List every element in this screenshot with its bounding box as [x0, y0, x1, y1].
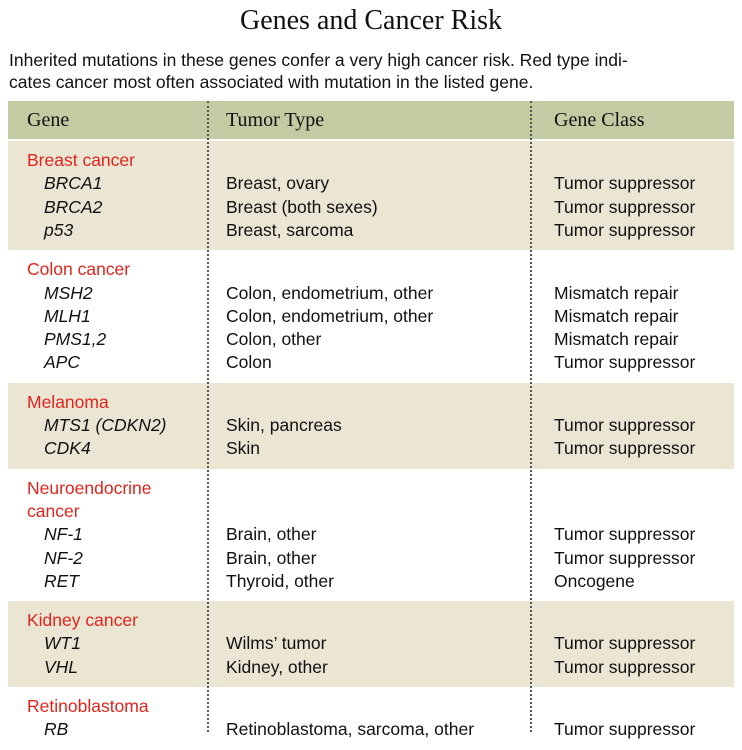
tumor-type-cell: Kidney, other	[226, 656, 328, 677]
group-name: Kidney cancer	[27, 610, 138, 631]
gene-class-cell: Tumor suppressor	[554, 438, 696, 459]
gene-class-cell: Tumor suppressor	[554, 633, 696, 654]
gene-cell: p53	[44, 219, 74, 240]
page-title: Genes and Cancer Risk	[239, 5, 503, 36]
gene-class-cell: Tumor suppressor	[554, 524, 696, 545]
column-divider	[207, 101, 209, 732]
gene-cell: NF-2	[44, 547, 83, 568]
tumor-type-cell: Colon, endometrium, other	[226, 305, 434, 326]
gene-cell: PMS1,2	[44, 329, 107, 350]
table-group	[8, 601, 734, 687]
gene-class-cell: Tumor suppressor	[554, 352, 696, 373]
gene-class-cell: Oncogene	[554, 570, 635, 591]
tumor-type-cell: Colon	[226, 352, 272, 373]
tumor-type-cell: Colon, endometrium, other	[226, 282, 434, 303]
gene-class-cell: Tumor suppressor	[554, 415, 696, 435]
gene-cell: CDK4	[44, 438, 91, 459]
gene-cell: MSH2	[44, 282, 93, 303]
gene-cell: VHL	[44, 656, 79, 677]
gene-class-cell: Tumor suppressor	[554, 196, 696, 217]
gene-cell: BRCA2	[44, 196, 103, 217]
gene-cell: NF-1	[44, 524, 83, 545]
gene-class-cell: Tumor suppressor	[554, 547, 696, 568]
column-divider	[530, 101, 532, 732]
gene-cell: BRCA1	[44, 173, 103, 194]
group-name: cancer	[27, 500, 80, 521]
gene-cell: WT1	[44, 633, 81, 654]
tumor-type-cell: Skin, pancreas	[226, 415, 342, 435]
header-tumor-type: Tumor Type	[226, 109, 325, 131]
group-name: Melanoma	[27, 391, 109, 412]
intro-line: cates cancer most often associated with …	[9, 72, 534, 92]
tumor-type-cell: Thyroid, other	[226, 570, 334, 591]
tumor-type-cell: Brain, other	[226, 524, 317, 545]
group-name: Colon cancer	[27, 259, 131, 280]
tumor-type-cell: Colon, other	[226, 329, 322, 350]
gene-class-cell: Mismatch repair	[554, 305, 679, 326]
gene-class-cell: Tumor suppressor	[554, 173, 696, 194]
gene-cell: APC	[44, 352, 80, 373]
tumor-type-cell: Wilms’ tumor	[226, 633, 327, 654]
gene-cell: MLH1	[44, 305, 91, 326]
table-group	[8, 141, 734, 251]
intro-text: Inherited mutations in these genes confe…	[9, 49, 735, 93]
table-group	[8, 382, 734, 469]
gene-class-cell: Tumor suppressor	[554, 656, 696, 677]
group-name: Neuroendocrine	[27, 477, 152, 498]
tumor-type-cell: Skin	[226, 438, 261, 459]
gene-cell: RET	[44, 570, 79, 591]
tumor-type-cell: Retinoblastoma, sarcoma, other	[226, 719, 475, 740]
tumor-type-cell: Breast, sarcoma	[226, 219, 354, 240]
table-header: Gene Tumor Type Gene Class	[8, 101, 734, 139]
gene-cell: MTS1 (CDKN2)	[44, 415, 167, 435]
group-name: Breast cancer	[27, 150, 135, 170]
gene-class-cell: Mismatch repair	[554, 282, 679, 303]
tumor-type-cell: Brain, other	[226, 547, 317, 568]
gene-cell: RB	[44, 719, 69, 740]
tumor-type-cell: Breast (both sexes)	[226, 196, 378, 217]
tumor-type-cell: Breast, ovary	[226, 173, 330, 194]
gene-class-cell: Tumor suppressor	[554, 219, 696, 240]
gene-class-cell: Tumor suppressor	[554, 719, 696, 740]
gene-class-cell: Mismatch repair	[554, 329, 679, 350]
group-name: Retinoblastoma	[27, 696, 149, 716]
intro-line: Inherited mutations in these genes confe…	[9, 50, 628, 70]
header-gene: Gene	[27, 109, 70, 131]
header-gene-class: Gene Class	[554, 109, 645, 131]
